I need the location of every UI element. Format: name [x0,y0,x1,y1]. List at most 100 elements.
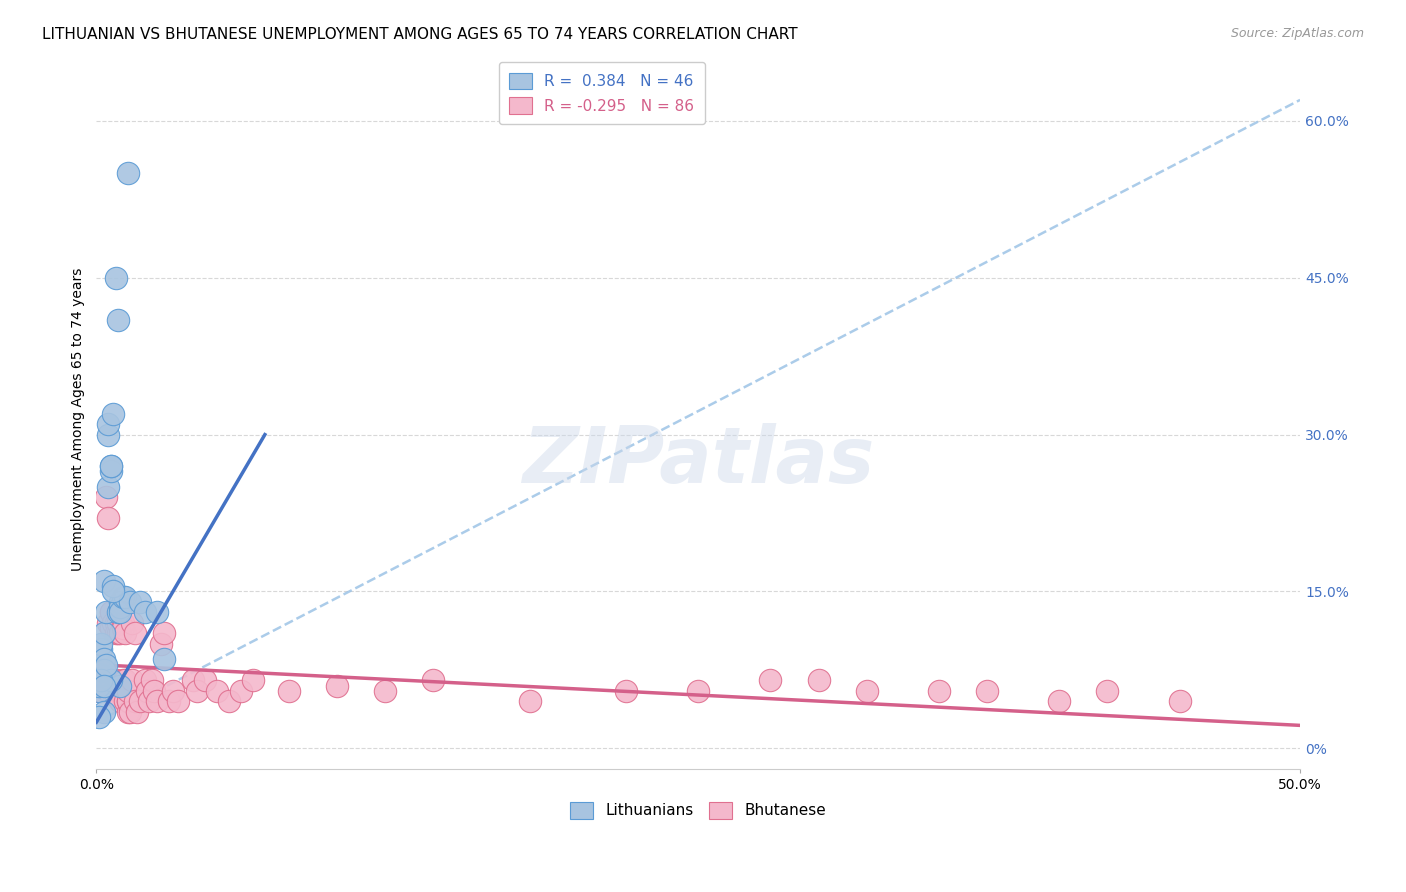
Point [117,684,139,698]
Point [110,606,132,620]
Point [143,684,166,698]
Point [181,673,204,688]
Point [97,673,120,688]
Point [145,606,167,620]
Point [229,684,252,698]
Point [121,615,143,630]
Point [1168,694,1191,708]
Point [94,673,117,688]
Point [114,694,136,708]
Point [141,673,163,688]
Point [104,673,127,688]
Point [97,480,120,494]
Point [121,673,143,688]
Point [124,694,146,708]
Point [93,673,115,688]
Point [103,615,125,630]
Point [93,663,115,677]
Point [100,606,122,620]
Point [97,615,120,630]
Point [104,689,127,703]
Point [107,606,129,620]
Point [111,673,134,688]
Point [107,615,129,630]
Point [103,673,125,688]
Point [94,657,117,672]
Point [124,626,146,640]
Point [103,679,125,693]
Point [855,684,877,698]
Point [110,694,132,708]
Point [117,694,139,708]
Point [976,684,998,698]
Point [1047,694,1070,708]
Point [186,684,208,698]
Point [97,417,120,431]
Point [194,673,217,688]
Text: LITHUANIAN VS BHUTANESE UNEMPLOYMENT AMONG AGES 65 TO 74 YEARS CORRELATION CHART: LITHUANIAN VS BHUTANESE UNEMPLOYMENT AMO… [42,27,797,42]
Point [100,673,122,688]
Point [114,590,136,604]
Point [614,684,637,698]
Point [97,427,120,442]
Point [218,694,240,708]
Text: Source: ZipAtlas.com: Source: ZipAtlas.com [1230,27,1364,40]
Point [120,595,142,609]
Point [104,615,127,630]
Point [87,679,110,693]
Y-axis label: Unemployment Among Ages 65 to 74 years: Unemployment Among Ages 65 to 74 years [72,268,86,571]
Point [87,710,110,724]
Point [326,679,349,693]
Point [167,694,190,708]
Point [93,663,115,677]
Text: ZIPatlas: ZIPatlas [522,423,875,499]
Point [90,673,112,688]
Point [128,694,150,708]
Point [86,673,108,688]
Point [519,694,541,708]
Point [107,626,129,640]
Point [117,166,139,180]
Point [111,615,134,630]
Point [93,663,115,677]
Point [111,621,134,635]
Point [93,574,115,588]
Point [128,595,150,609]
Point [100,464,122,478]
Point [107,312,129,326]
Point [107,684,129,698]
Point [87,668,110,682]
Point [87,668,110,682]
Point [94,606,117,620]
Point [90,684,112,698]
Point [134,673,156,688]
Point [94,491,117,505]
Point [90,673,112,688]
Point [86,679,108,693]
Point [114,626,136,640]
Point [90,663,112,677]
Point [107,615,129,630]
Point [117,694,139,708]
Point [110,684,132,698]
Point [422,673,444,688]
Point [90,637,112,651]
Point [93,705,115,719]
Legend: Lithuanians, Bhutanese: Lithuanians, Bhutanese [564,796,832,825]
Point [104,270,127,285]
Point [90,663,112,677]
Point [152,626,174,640]
Point [90,668,112,682]
Point [110,626,132,640]
Point [928,684,950,698]
Point [150,637,173,651]
Point [93,673,115,688]
Point [110,595,132,609]
Point [87,684,110,698]
Point [278,684,301,698]
Point [145,694,167,708]
Point [205,684,228,698]
Point [93,626,115,640]
Point [759,673,782,688]
Point [110,679,132,693]
